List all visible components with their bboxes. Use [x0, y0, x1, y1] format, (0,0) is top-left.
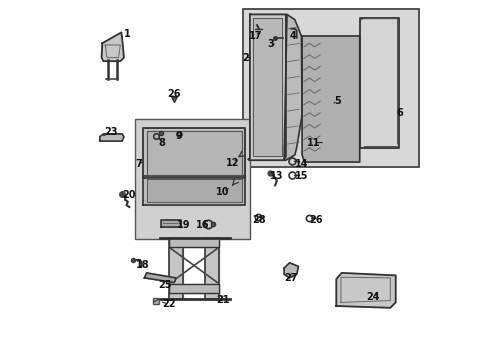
Polygon shape [168, 238, 183, 299]
Polygon shape [142, 128, 244, 178]
Text: 2: 2 [242, 53, 248, 63]
Polygon shape [142, 176, 244, 205]
Polygon shape [146, 131, 241, 175]
Polygon shape [359, 18, 399, 148]
Text: 8: 8 [158, 138, 165, 148]
Text: 26: 26 [167, 89, 181, 99]
Polygon shape [284, 14, 302, 160]
Polygon shape [252, 18, 282, 156]
Text: 17: 17 [248, 31, 262, 41]
Polygon shape [168, 284, 219, 293]
Text: 3: 3 [266, 39, 273, 49]
Text: 21: 21 [216, 294, 229, 305]
Polygon shape [161, 220, 181, 227]
Polygon shape [102, 32, 123, 61]
Text: 22: 22 [162, 299, 175, 309]
Text: 12: 12 [226, 158, 239, 168]
Text: 23: 23 [104, 127, 118, 138]
Text: 19: 19 [176, 220, 190, 230]
Polygon shape [144, 273, 176, 283]
Polygon shape [100, 134, 123, 141]
Text: 10: 10 [216, 186, 229, 197]
Text: 6: 6 [395, 108, 402, 118]
Text: 9: 9 [175, 131, 182, 141]
Text: 13: 13 [269, 171, 283, 181]
Text: 20: 20 [122, 190, 135, 200]
Polygon shape [168, 238, 219, 247]
Text: 27: 27 [284, 273, 298, 283]
Text: 28: 28 [252, 215, 265, 225]
Text: 11: 11 [306, 138, 320, 148]
Text: 18: 18 [136, 260, 149, 270]
Text: 7: 7 [135, 159, 142, 169]
Polygon shape [204, 238, 219, 299]
Polygon shape [336, 273, 395, 308]
Text: 5: 5 [333, 96, 340, 106]
Bar [242, 9, 418, 167]
Text: 16: 16 [196, 220, 209, 230]
Text: 25: 25 [158, 280, 171, 290]
Bar [134, 119, 249, 239]
Polygon shape [302, 36, 359, 162]
Text: 24: 24 [366, 292, 379, 302]
Text: 4: 4 [289, 31, 296, 41]
Polygon shape [247, 14, 285, 160]
Polygon shape [146, 179, 241, 202]
Polygon shape [284, 263, 298, 278]
Text: 14: 14 [295, 159, 308, 169]
Text: 26: 26 [309, 215, 323, 225]
Text: 1: 1 [124, 29, 131, 39]
Text: 15: 15 [295, 171, 308, 181]
